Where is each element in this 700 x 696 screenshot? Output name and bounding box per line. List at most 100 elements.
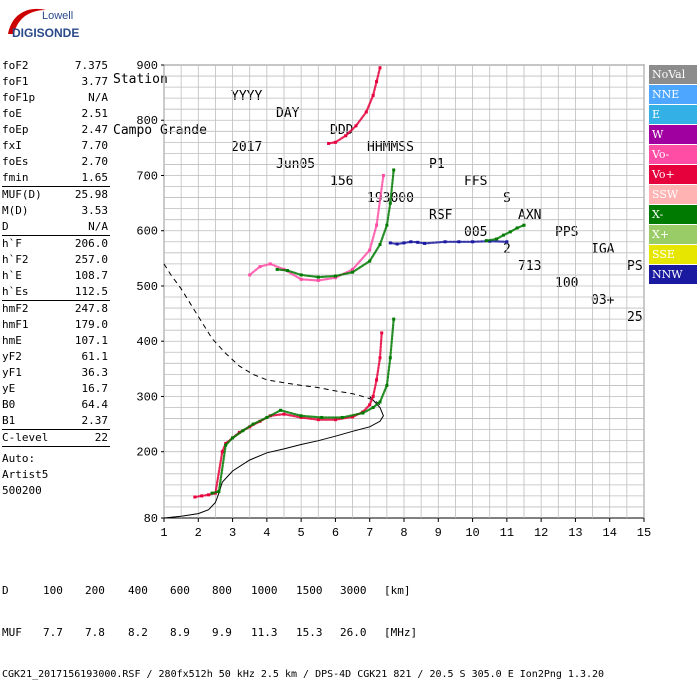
param-value: 2.70 xyxy=(81,155,109,168)
muf-value: 8.9 xyxy=(170,626,190,639)
echo-point xyxy=(224,443,228,447)
distance-value: 200 xyxy=(85,584,105,597)
param-value: 107.1 xyxy=(74,334,108,347)
echo-point xyxy=(340,415,344,419)
param-row: hmF2 247.8 xyxy=(2,301,110,317)
param-label: fxI xyxy=(2,139,22,152)
y-tick-label: 800 xyxy=(136,114,158,128)
param-value: 61.1 xyxy=(81,350,109,363)
echo-point xyxy=(248,273,252,277)
autoscale-program: Artist5 xyxy=(2,468,49,481)
echo-point xyxy=(265,415,269,419)
header-label: Station xyxy=(113,72,168,87)
param-label: hmE xyxy=(2,334,22,347)
param-label: yE xyxy=(2,382,16,395)
param-value: 112.5 xyxy=(74,285,108,298)
electron-density-profile xyxy=(163,396,384,519)
param-row: C-level 22 xyxy=(2,430,110,446)
echo-point xyxy=(279,408,283,412)
distance-value: 1000 xyxy=(251,584,278,597)
echo-point xyxy=(285,269,289,273)
distance-value: 100 xyxy=(43,584,63,597)
param-row: hmF1 179.0 xyxy=(2,317,110,333)
param-row: foF2 7.375 xyxy=(2,58,110,74)
param-row: fmin 1.65 xyxy=(2,170,110,186)
param-row: D N/A xyxy=(2,219,110,235)
echo-point xyxy=(378,66,382,70)
param-value: N/A xyxy=(88,91,108,104)
param-label: M(D) xyxy=(2,204,29,217)
param-row: yF2 61.1 xyxy=(2,349,110,365)
echo-point xyxy=(522,223,526,227)
param-row: foE 2.51 xyxy=(2,106,110,122)
legend-item: Vo- xyxy=(649,145,697,164)
y-tick-label: 900 xyxy=(136,59,158,73)
param-value: 16.7 xyxy=(81,382,109,395)
param-row: M(D) 3.53 xyxy=(2,203,110,219)
echo-point xyxy=(443,240,447,244)
distance-value: D xyxy=(2,584,9,597)
x-tick-label: 6 xyxy=(332,526,339,540)
axis-ticks: 1 2 3 4 5 6 7 8 9 10 11 12 13 14 158020030040050060070… xyxy=(136,59,651,540)
muf-value: 8.2 xyxy=(128,626,148,639)
param-label: foF1p xyxy=(2,91,36,104)
echo-point xyxy=(217,489,221,493)
polarization-legend: NoVal NNE E W Vo- Vo+ SSW X- X+ SSE NNW xyxy=(649,65,697,285)
y-tick-label: 500 xyxy=(136,280,158,294)
echo-point xyxy=(371,406,375,410)
param-value: 3.53 xyxy=(81,204,109,217)
param-label: yF1 xyxy=(2,366,22,379)
param-value: 7.375 xyxy=(74,59,108,72)
x-tick-label: 12 xyxy=(534,526,548,540)
muf-value: [MHz] xyxy=(384,626,418,639)
echo-point xyxy=(207,493,211,497)
echo-point xyxy=(371,93,375,97)
param-value: 247.8 xyxy=(74,302,108,315)
y-tick-label: 80 xyxy=(144,512,158,526)
x-tick-label: 8 xyxy=(400,526,407,540)
echo-point xyxy=(392,168,396,172)
param-label: B1 xyxy=(2,414,16,427)
distance-value: 3000 xyxy=(340,584,367,597)
param-label: D xyxy=(2,220,9,233)
distance-value: [km] xyxy=(384,584,411,597)
x-tick-label: 15 xyxy=(637,526,651,540)
echo-point xyxy=(364,110,368,114)
logo-brand: Lowell xyxy=(42,10,73,22)
param-row: h`F 206.0 xyxy=(2,236,110,252)
echo-point xyxy=(457,240,461,244)
param-label: foEp xyxy=(2,123,29,136)
param-value: 64.4 xyxy=(81,398,109,411)
param-value: 1.65 xyxy=(81,171,109,184)
param-row: foF1 3.77 xyxy=(2,74,110,90)
x-tick-label: 10 xyxy=(465,526,479,540)
distance-value: 1500 xyxy=(296,584,323,597)
param-row: MUF(D) 25.98 xyxy=(2,187,110,203)
echo-point xyxy=(333,418,337,422)
divider xyxy=(2,300,110,301)
echo-point xyxy=(385,383,389,387)
echo-point xyxy=(354,124,358,128)
echo-point xyxy=(231,436,235,440)
param-row: yE 16.7 xyxy=(2,381,110,397)
x-tick-label: 11 xyxy=(500,526,514,540)
param-row: h`E 108.7 xyxy=(2,268,110,284)
param-value: 257.0 xyxy=(74,253,108,266)
echo-point xyxy=(495,237,499,241)
divider xyxy=(2,235,110,236)
header-label: YYYY xyxy=(231,89,263,104)
param-value: N/A xyxy=(88,220,108,233)
echo-point xyxy=(385,223,389,227)
param-label: hmF1 xyxy=(2,318,29,331)
echo-point xyxy=(210,491,214,495)
ionogram-plot: 1 2 3 4 5 6 7 8 9 10 11 12 13 14 158020030040050060070… xyxy=(136,59,651,540)
echo-point xyxy=(368,403,372,407)
echo-point xyxy=(275,267,279,271)
echo-point xyxy=(299,273,303,277)
echo-point xyxy=(375,223,379,227)
legend-item: NNW xyxy=(649,265,697,284)
echo-point xyxy=(299,277,303,281)
echo-point xyxy=(515,226,519,230)
echo-point xyxy=(316,275,320,279)
header-value: 100 xyxy=(555,276,579,291)
